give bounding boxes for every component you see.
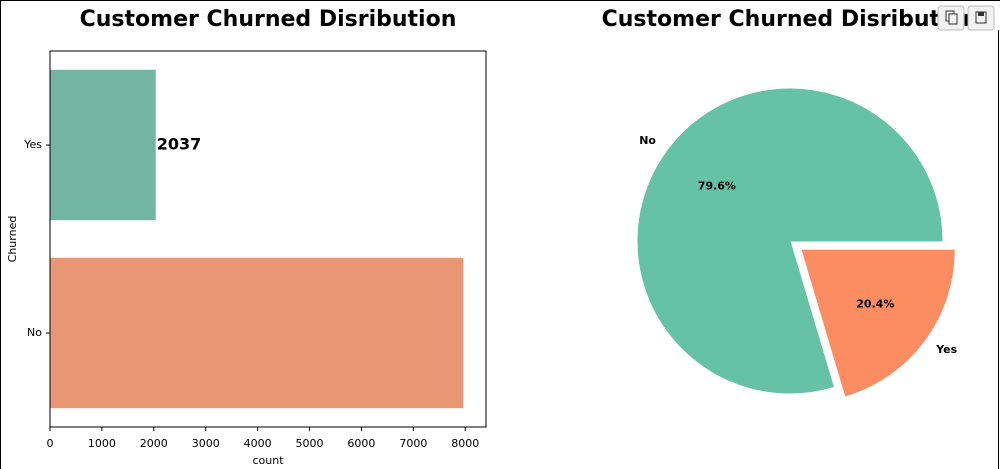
copy-icon <box>948 13 958 25</box>
slice-label: Yes <box>935 343 957 356</box>
x-tick-label: 5000 <box>296 437 324 450</box>
x-tick-label: 1000 <box>88 437 116 450</box>
chart-title: Customer Churned Disribution <box>602 7 979 32</box>
pie-slice <box>637 88 943 394</box>
toolbar <box>937 5 995 31</box>
x-tick-label: 6000 <box>347 437 375 450</box>
pie-slice <box>801 249 955 397</box>
x-tick-label: 2000 <box>140 437 168 450</box>
save-button[interactable] <box>967 5 995 31</box>
bar <box>50 69 156 221</box>
chart-title: Customer Churned Disribution <box>80 7 457 32</box>
data-label: 2037 <box>157 135 202 154</box>
save-icon <box>978 12 984 16</box>
axes-frame <box>49 50 487 428</box>
x-tick-label: 3000 <box>192 437 220 450</box>
x-tick-label: 0 <box>47 437 54 450</box>
bar <box>50 257 464 409</box>
x-axis-label: count <box>252 454 284 467</box>
slice-label: No <box>639 134 656 147</box>
y-tick-label: Yes <box>23 138 42 151</box>
plots: Customer Churned Disribution Yes 2037 No 0 10… <box>6 7 978 467</box>
x-tick-label: 8000 <box>451 437 479 450</box>
percent-label: 79.6% <box>698 179 736 192</box>
percent-label: 20.4% <box>856 298 894 311</box>
x-tick-label: 4000 <box>244 437 272 450</box>
y-axis-label: Churned <box>6 216 19 263</box>
x-tick-label: 7000 <box>399 437 427 450</box>
y-tick-label: No <box>27 326 42 339</box>
